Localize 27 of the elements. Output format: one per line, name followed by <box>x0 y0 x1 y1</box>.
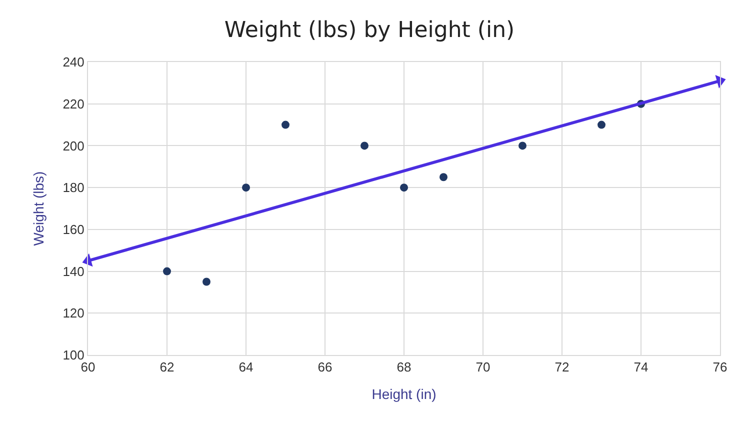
point <box>440 173 448 182</box>
point <box>400 184 408 192</box>
y-tick-label: 240 <box>62 54 84 70</box>
x-tick-label: 70 <box>476 360 490 375</box>
y-tick-label: 200 <box>62 138 84 154</box>
x-tick-label: 72 <box>554 360 570 375</box>
y-tick-label: 120 <box>62 306 84 321</box>
point <box>518 142 526 150</box>
x-axis-title: Height (in) <box>372 386 436 402</box>
point <box>360 142 368 150</box>
point <box>163 267 171 276</box>
y-tick-label: 160 <box>62 222 84 237</box>
y-tick-label: 220 <box>62 96 84 112</box>
chart-title: Weight (lbs) by Height (in) <box>224 18 515 43</box>
point <box>242 184 250 192</box>
x-tick-label: 68 <box>396 360 412 375</box>
point <box>202 278 210 286</box>
y-tick-label: 140 <box>62 264 84 279</box>
point <box>282 120 290 129</box>
x-tick-label: 64 <box>238 360 254 375</box>
x-tick-label: 74 <box>634 360 648 375</box>
x-tick-label: 76 <box>712 360 728 375</box>
point <box>598 120 606 129</box>
x-tick-label: 66 <box>318 360 332 375</box>
y-tick-label: 180 <box>62 180 84 196</box>
x-tick-label: 62 <box>160 360 174 375</box>
y-axis-title: Weight (lbs) <box>30 171 46 246</box>
